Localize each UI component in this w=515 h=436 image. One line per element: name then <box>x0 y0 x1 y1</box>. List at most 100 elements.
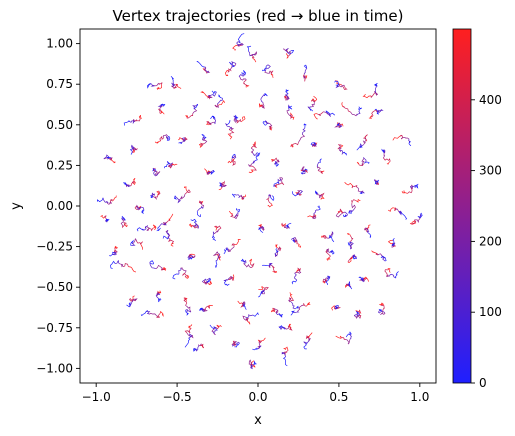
vertex-trajectory-segment <box>378 308 383 312</box>
vertex-trajectory-segment <box>380 304 385 313</box>
vertex-trajectory-segment <box>237 42 244 46</box>
vertex-trajectory-segment <box>229 61 235 68</box>
vertex-trajectory-segment <box>182 272 188 278</box>
vertex-trajectory-segment <box>354 312 360 317</box>
x-tick-label: −0.5 <box>163 390 192 404</box>
vertex-trajectory-segment <box>358 106 363 111</box>
vertex-trajectory-segment <box>192 103 198 109</box>
vertex-trajectory-segment <box>232 44 238 51</box>
vertex-trajectory-segment <box>174 196 181 204</box>
vertex-trajectory-segment <box>131 242 136 246</box>
vertex-trajectory-segment <box>212 326 220 331</box>
y-tick-label: −0.25 <box>36 240 73 254</box>
vertex-trajectory-segment <box>295 305 299 310</box>
vertex-trajectory-segment <box>285 96 290 101</box>
vertex-trajectory-segment <box>362 94 372 99</box>
vertex-trajectory-segment <box>345 339 351 345</box>
vertex-trajectory-segment <box>392 134 402 141</box>
vertex-trajectory-segment <box>383 157 391 162</box>
vertex-trajectory-segment <box>237 33 245 44</box>
vertex-trajectory-segment <box>303 72 307 79</box>
vertex-trajectory-segment <box>136 206 145 210</box>
vertex-trajectory-segment <box>297 267 301 272</box>
vertex-trajectory-segment <box>192 224 198 229</box>
vertex-trajectory-segment <box>274 247 281 257</box>
vertex-trajectory-segment <box>155 171 161 177</box>
vertex-trajectory-segment <box>136 204 141 211</box>
vertex-trajectory-segment <box>159 222 167 227</box>
vertex-trajectory-segment <box>263 286 269 290</box>
vertex-trajectory-segment <box>183 186 188 192</box>
vertex-trajectory-segment <box>308 337 311 342</box>
vertex-trajectory-segment <box>141 209 145 214</box>
vertex-trajectory-segment <box>122 222 127 229</box>
vertex-trajectory-segment <box>277 178 282 185</box>
vertex-trajectory-segment <box>201 133 207 139</box>
vertex-trajectory-segment <box>252 347 259 351</box>
vertex-trajectory-segment <box>214 103 219 108</box>
vertex-trajectory-segment <box>213 251 220 256</box>
vertex-trajectory-segment <box>288 297 294 301</box>
vertex-trajectory-segment <box>290 115 293 120</box>
x-axis: −1.0 −0.5 0.0 0.5 1.0 <box>82 383 429 404</box>
vertex-trajectory-segment <box>236 118 242 124</box>
y-tick-label: −0.50 <box>36 280 73 294</box>
vertex-trajectory-segment <box>224 280 230 287</box>
vertex-trajectory-segment <box>162 235 170 240</box>
vertex-trajectory-segment <box>233 117 238 123</box>
vertex-trajectory-segment <box>166 230 170 237</box>
vertex-trajectory-segment <box>309 108 314 112</box>
vertex-trajectory-segment <box>171 163 178 166</box>
vertex-trajectory-segment <box>262 121 268 126</box>
vertex-trajectory-segment <box>261 289 265 293</box>
vertex-trajectory-segment <box>227 158 235 164</box>
vertex-trajectory-segment <box>398 210 403 216</box>
vertex-trajectory-segment <box>345 331 352 338</box>
vertex-trajectory-segment <box>374 91 378 96</box>
vertex-trajectory-segment <box>334 307 338 310</box>
vertex-trajectory-segment <box>155 264 163 270</box>
vertex-trajectory-segment <box>294 273 298 281</box>
vertex-trajectory-segment <box>258 291 263 298</box>
vertex-trajectory-segment <box>241 70 247 76</box>
vertex-trajectory-segment <box>351 203 356 210</box>
vertex-trajectory-segment <box>184 137 188 141</box>
vertex-trajectory-segment <box>248 163 253 167</box>
vertex-trajectory-segment <box>235 208 241 213</box>
vertex-trajectory-segment <box>316 111 324 117</box>
vertex-trajectory-segment <box>245 317 249 322</box>
vertex-trajectory-segment <box>154 140 161 144</box>
vertex-trajectory-segment <box>112 195 117 202</box>
vertex-trajectory-segment <box>223 277 230 281</box>
vertex-trajectory-segment <box>356 110 361 116</box>
vertex-trajectory-segment <box>188 333 192 339</box>
vertex-trajectory-segment <box>185 305 192 313</box>
vertex-trajectory-segment <box>317 170 323 174</box>
vertex-trajectory-segment <box>303 342 308 350</box>
vertex-trajectory-segment <box>329 234 335 243</box>
vertex-trajectory-segment <box>250 363 254 370</box>
vertex-trajectory-segment <box>289 292 293 299</box>
vertex-trajectory-segment <box>323 277 328 282</box>
vertex-trajectory-segment <box>363 157 367 164</box>
vertex-trajectory-segment <box>303 76 306 82</box>
vertex-trajectory-segment <box>281 351 287 357</box>
vertex-trajectory-segment <box>347 257 354 264</box>
plot-area <box>79 28 437 384</box>
vertex-trajectory-segment <box>203 308 208 312</box>
vertex-trajectory-segment <box>338 144 342 147</box>
vertex-trajectory-segment <box>245 84 250 88</box>
vertex-trajectory-segment <box>349 281 353 290</box>
vertex-trajectory-segment <box>156 292 159 296</box>
vertex-trajectory-segment <box>347 241 352 246</box>
vertex-trajectory-segment <box>123 263 129 268</box>
vertex-trajectory-segment <box>210 115 216 119</box>
vertex-trajectory-segment <box>384 269 389 277</box>
vertex-trajectory-segment <box>217 98 223 105</box>
vertex-trajectory-segment <box>227 133 233 140</box>
vertex-trajectory-segment <box>242 301 246 305</box>
vertex-trajectory-segment <box>188 324 193 329</box>
vertex-trajectory-segment <box>227 120 231 125</box>
vertex-trajectory-segment <box>216 324 222 328</box>
vertex-trajectory-segment <box>293 239 298 245</box>
